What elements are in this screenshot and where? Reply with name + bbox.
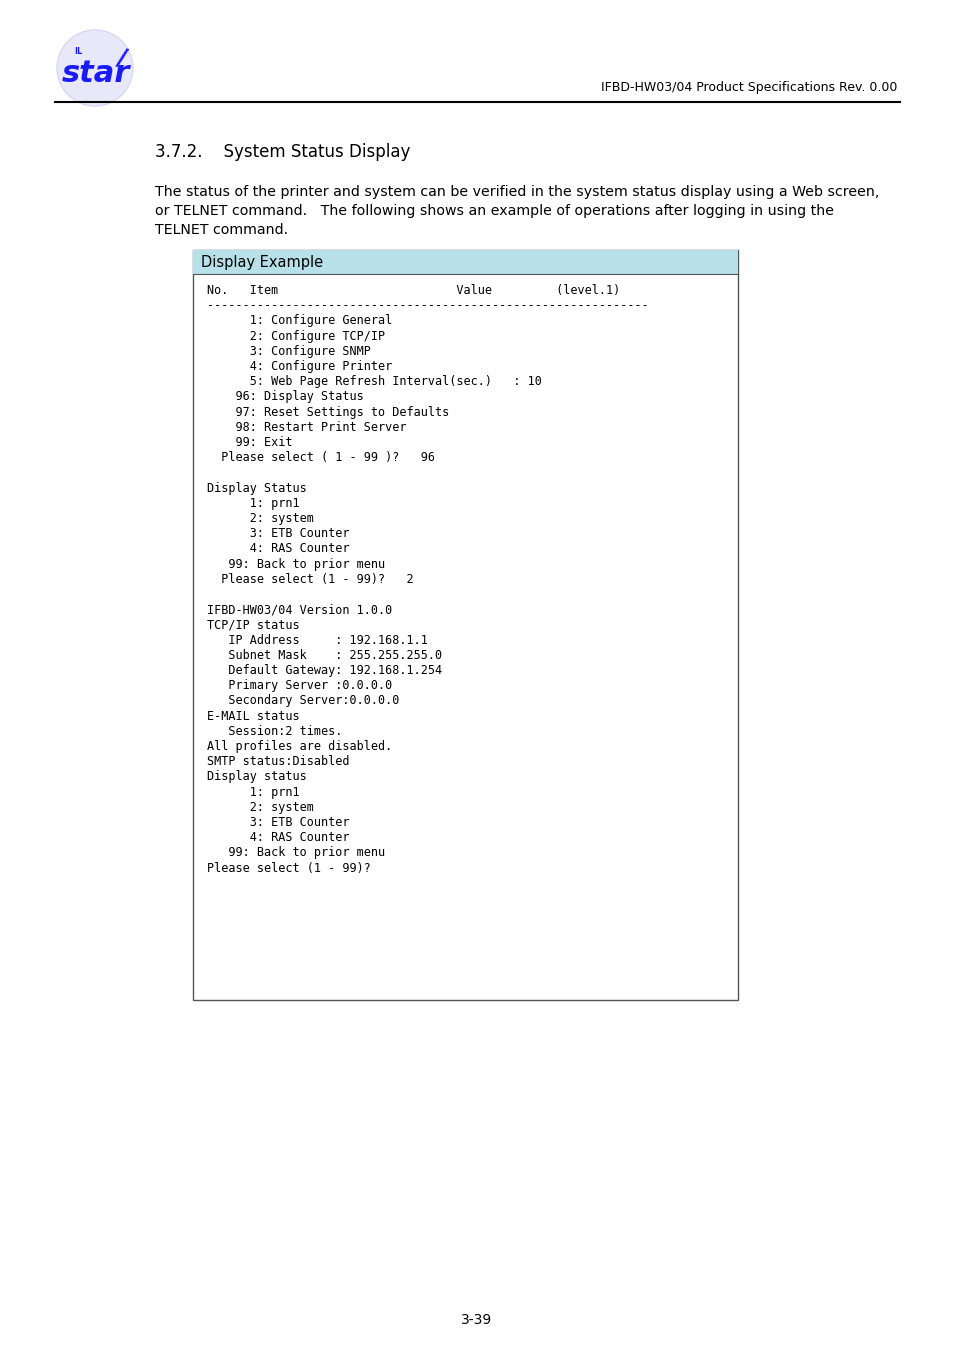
Text: 1: prn1: 1: prn1	[207, 497, 299, 509]
Text: 97: Reset Settings to Defaults: 97: Reset Settings to Defaults	[207, 405, 449, 419]
Text: Please select ( 1 - 99 )?   96: Please select ( 1 - 99 )? 96	[207, 451, 435, 465]
Text: 2: system: 2: system	[207, 512, 314, 526]
Bar	[193, 250, 738, 1000]
Text: 3: ETB Counter: 3: ETB Counter	[207, 816, 349, 830]
Text: 99: Back to prior menu: 99: Back to prior menu	[207, 558, 385, 570]
Text: IP Address     : 192.168.1.1: IP Address : 192.168.1.1	[207, 634, 428, 647]
Text: 2: Configure TCP/IP: 2: Configure TCP/IP	[207, 330, 385, 343]
Text: Please select (1 - 99)?   2: Please select (1 - 99)? 2	[207, 573, 414, 586]
Text: 4: RAS Counter: 4: RAS Counter	[207, 542, 349, 555]
Text: or TELNET command.   The following shows an example of operations after logging : or TELNET command. The following shows a…	[154, 204, 833, 218]
Text: star: star	[62, 59, 130, 89]
Text: 1: prn1: 1: prn1	[207, 785, 299, 798]
Text: --------------------------------------------------------------: ----------------------------------------…	[207, 299, 648, 312]
Text: Please select (1 - 99)?: Please select (1 - 99)?	[207, 862, 371, 874]
Text: 3: ETB Counter: 3: ETB Counter	[207, 527, 349, 540]
Text: IFBD-HW03/04 Product Specifications Rev. 0.00: IFBD-HW03/04 Product Specifications Rev.…	[600, 81, 896, 95]
Text: 99: Back to prior menu: 99: Back to prior menu	[207, 846, 385, 859]
Text: All profiles are disabled.: All profiles are disabled.	[207, 740, 392, 753]
Text: TELNET command.: TELNET command.	[154, 223, 288, 236]
Text: TCP/IP status: TCP/IP status	[207, 619, 299, 631]
Text: 99: Exit: 99: Exit	[207, 436, 293, 449]
Circle shape	[57, 30, 132, 105]
Text: 1: Configure General: 1: Configure General	[207, 315, 392, 327]
Text: 4: RAS Counter: 4: RAS Counter	[207, 831, 349, 844]
Text: IFBD-HW03/04 Version 1.0.0: IFBD-HW03/04 Version 1.0.0	[207, 603, 392, 616]
Text: SMTP status:Disabled: SMTP status:Disabled	[207, 755, 349, 769]
Text: 5: Web Page Refresh Interval(sec.)   : 10: 5: Web Page Refresh Interval(sec.) : 10	[207, 376, 541, 388]
Text: 3-39: 3-39	[461, 1313, 492, 1327]
Text: 3: Configure SNMP: 3: Configure SNMP	[207, 345, 371, 358]
Text: Secondary Server:0.0.0.0: Secondary Server:0.0.0.0	[207, 694, 399, 708]
Text: No.   Item                         Value         (level.1): No. Item Value (level.1)	[207, 284, 619, 297]
Text: Display Status: Display Status	[207, 481, 307, 494]
Text: 96: Display Status: 96: Display Status	[207, 390, 363, 404]
Text: Default Gateway: 192.168.1.254: Default Gateway: 192.168.1.254	[207, 663, 441, 677]
Text: /: /	[114, 45, 130, 70]
Text: 3.7.2.    System Status Display: 3.7.2. System Status Display	[154, 143, 410, 161]
Text: Primary Server :0.0.0.0: Primary Server :0.0.0.0	[207, 680, 392, 692]
Text: Display status: Display status	[207, 770, 307, 784]
Text: 2: system: 2: system	[207, 801, 314, 813]
Bar	[193, 250, 738, 274]
Text: 4: Configure Printer: 4: Configure Printer	[207, 359, 392, 373]
Text: The status of the printer and system can be verified in the system status displa: The status of the printer and system can…	[154, 185, 879, 199]
Text: E-MAIL status: E-MAIL status	[207, 709, 299, 723]
Text: Subnet Mask    : 255.255.255.0: Subnet Mask : 255.255.255.0	[207, 648, 441, 662]
Text: IL: IL	[73, 47, 82, 57]
Text: Session:2 times.: Session:2 times.	[207, 724, 342, 738]
Text: Display Example: Display Example	[201, 255, 323, 270]
Text: 98: Restart Print Server: 98: Restart Print Server	[207, 420, 406, 434]
